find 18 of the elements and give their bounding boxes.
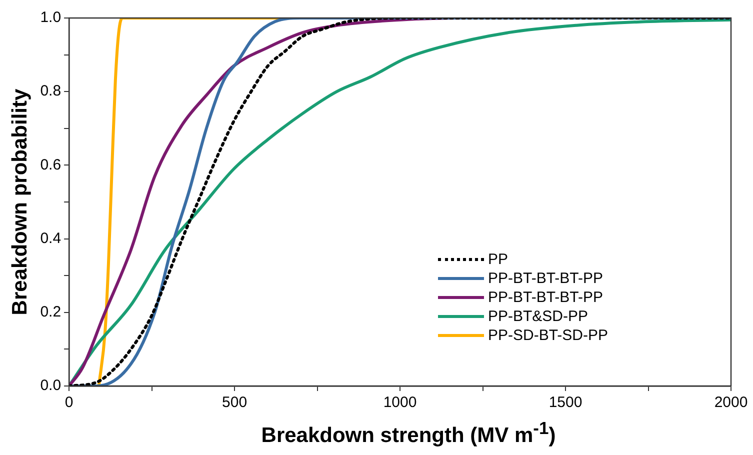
x-tick-label: 500 — [222, 394, 248, 412]
y-tick-label: 0.4 — [40, 230, 62, 247]
x-tick-label: 2000 — [714, 394, 748, 412]
x-tick-label: 1000 — [383, 394, 417, 412]
legend-label: PP-BT-BT-BT-PP — [488, 288, 604, 307]
y-tick-label: 1.0 — [40, 9, 62, 26]
y-axis-title: Breakdown probability — [8, 88, 32, 316]
x-tick-label: 0 — [64, 394, 74, 412]
x-axis-title: Breakdown strength (MV m$^{-1}$) — [260, 418, 557, 448]
x-tick-label: 1500 — [548, 394, 582, 412]
legend-label: PP-BT-BT-BT-PP — [488, 269, 604, 288]
y-tick-label: 0.0 — [40, 377, 62, 394]
legend-label: PP-BT&SD-PP — [488, 307, 588, 326]
y-tick-label: 0.8 — [40, 82, 62, 100]
legend-label: PP — [488, 250, 508, 269]
legend-label: PP-SD-BT-SD-PP — [488, 326, 608, 345]
y-tick-label: 0.6 — [40, 156, 62, 174]
y-tick-label: 0.2 — [40, 304, 62, 321]
